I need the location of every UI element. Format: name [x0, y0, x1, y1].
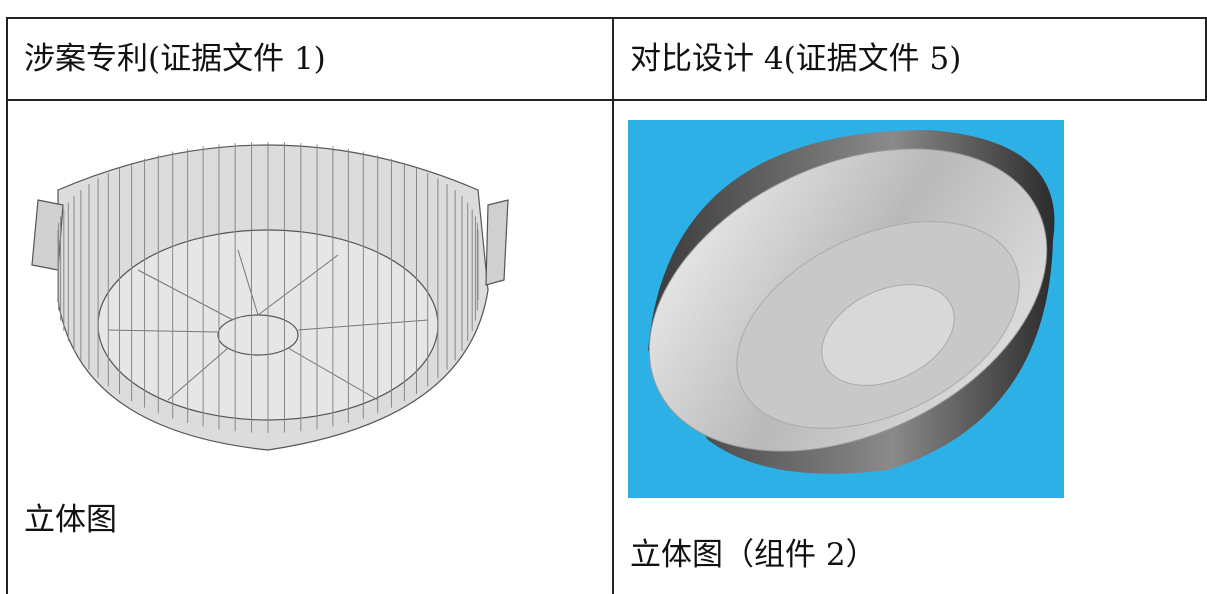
- caption: 立体图（组件 2）: [630, 537, 877, 573]
- table-border-right: [1205, 17, 1207, 100]
- header-cell: 对比设计 4(证据文件 5): [630, 41, 962, 77]
- table-border-top: [6, 17, 1207, 19]
- comparison-photo: [628, 120, 1064, 498]
- table-border-header: [6, 99, 1207, 101]
- patent-drawing: [31, 142, 509, 451]
- header-cell: 涉案专利(证据文件 1): [24, 41, 326, 77]
- caption: 立体图: [24, 502, 117, 538]
- table-border-middle: [612, 17, 614, 594]
- table-border-left: [6, 17, 8, 594]
